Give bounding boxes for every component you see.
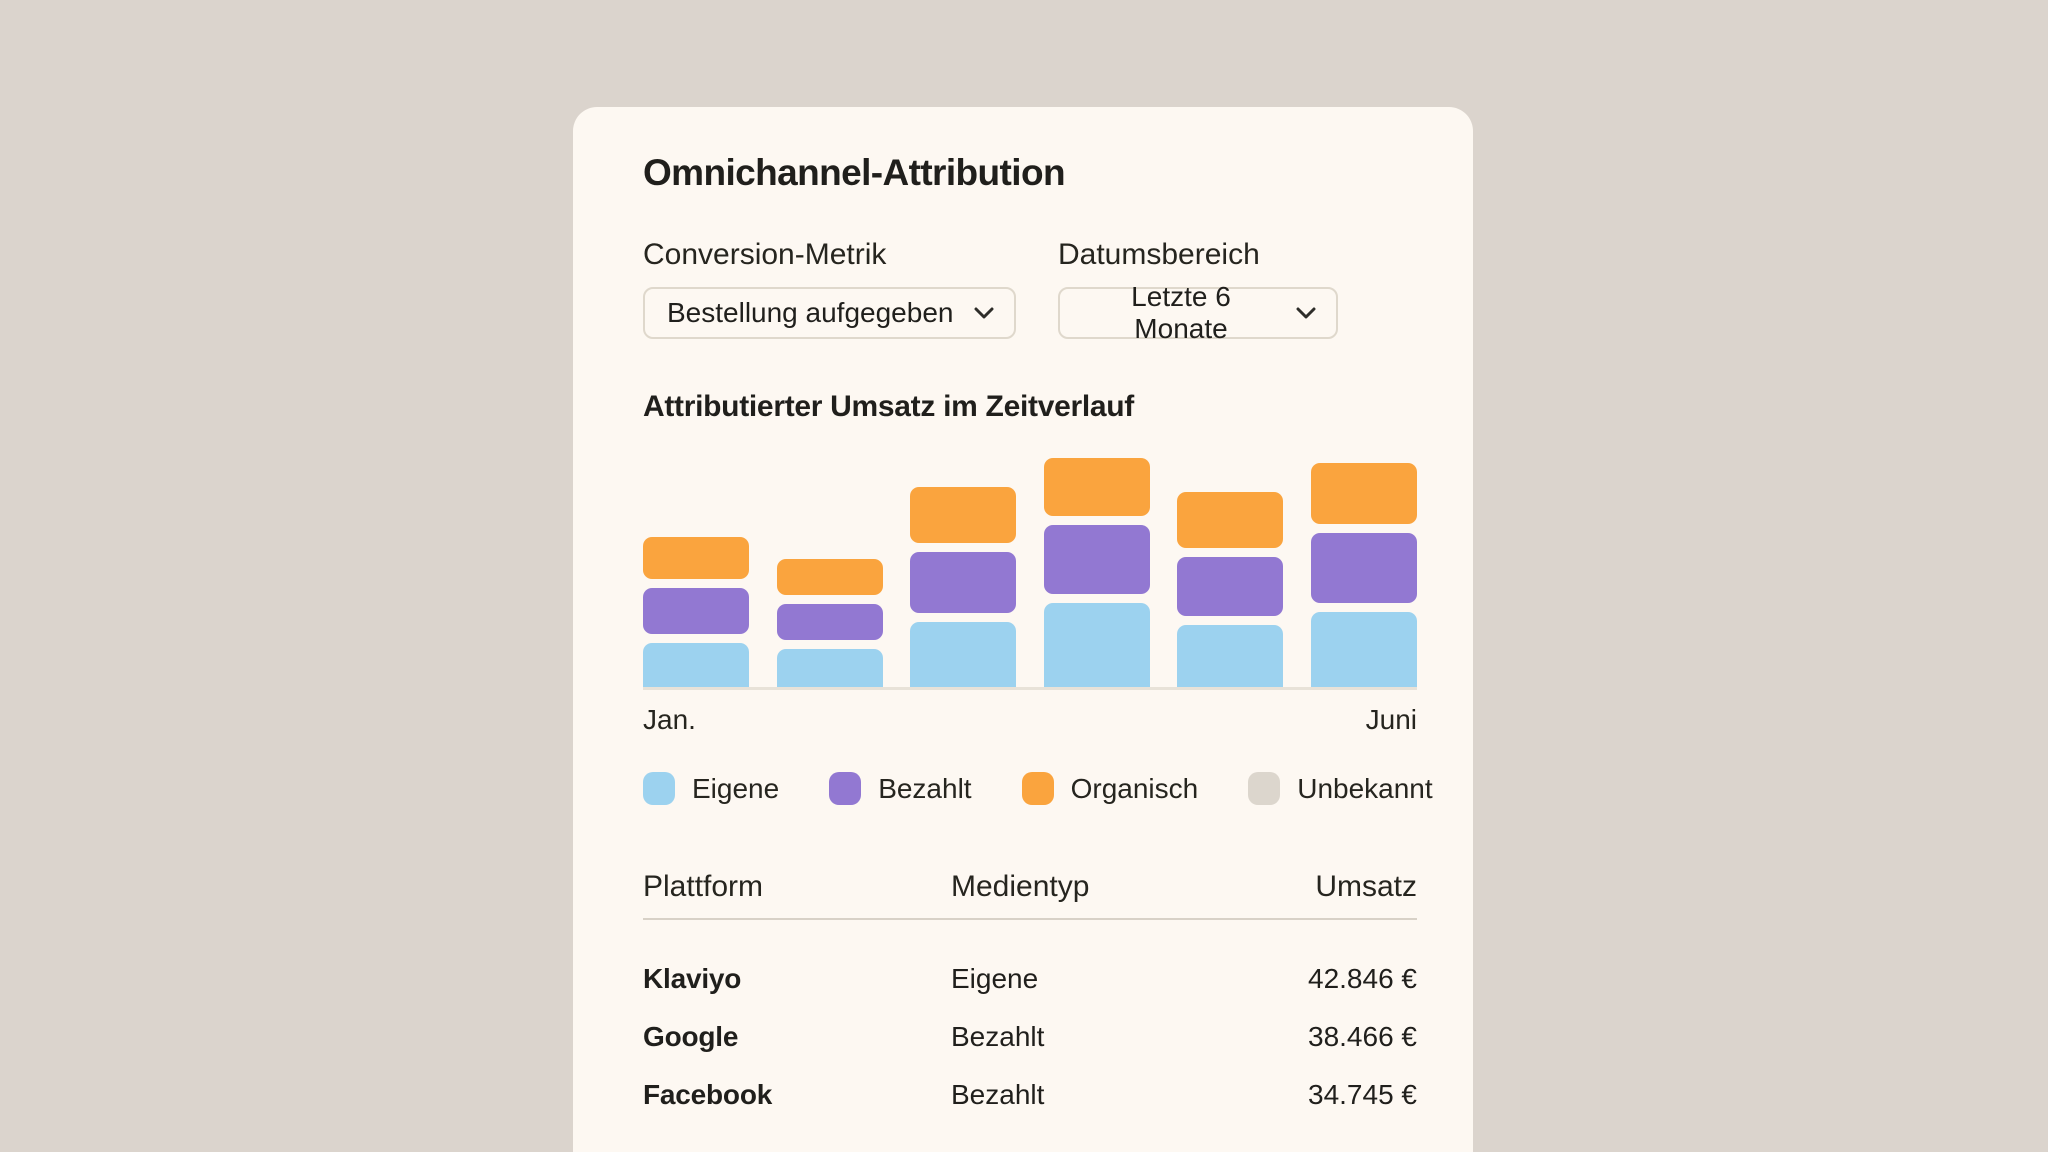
bar-segment-bezahlt (776, 604, 883, 641)
legend-label: Organisch (1070, 772, 1199, 804)
x-axis-label-end: Juni (1365, 704, 1417, 736)
legend-label: Eigene (692, 772, 780, 804)
bar-segment-bezahlt (1043, 525, 1150, 595)
chart-heading: Attributierter Umsatz im Zeitverlauf (643, 390, 1134, 424)
bar-segment-bezahlt (643, 588, 749, 635)
bar-column (910, 487, 1017, 688)
table-header-row: Plattform Medientyp Umsatz (643, 869, 1417, 921)
cell-revenue: 34.745 € (1308, 1079, 1417, 1111)
bar-segment-bezahlt (1177, 557, 1284, 617)
legend-swatch (1248, 772, 1281, 806)
bar-segment-organisch (1177, 492, 1284, 549)
bar-column (776, 559, 883, 688)
conversion-metric-group: Conversion-Metrik Bestellung aufgegeben (643, 237, 1016, 340)
chevron-down-icon (974, 307, 994, 319)
date-range-value: Letzte 6 Monate (1131, 281, 1231, 345)
date-range-label: Datumsbereich (1058, 238, 1260, 272)
bar-segment-organisch (1310, 463, 1417, 525)
attribution-card: Omnichannel-Attribution Conversion-Metri… (573, 107, 1473, 1152)
table-header-mediatype: Medientyp (951, 870, 1090, 904)
legend-item: Unbekannt (1248, 772, 1433, 806)
bar-segment-organisch (776, 559, 883, 596)
cell-platform: Klaviyo (643, 963, 742, 995)
chevron-down-icon (1296, 307, 1316, 319)
bar-column (643, 537, 749, 688)
bar-segment-eigene (776, 649, 883, 688)
legend-item: Organisch (1021, 772, 1199, 806)
bar-segment-eigene (643, 643, 749, 688)
filter-controls: Conversion-Metrik Bestellung aufgegeben … (643, 237, 1417, 344)
table-header-platform: Plattform (643, 870, 764, 904)
bar-column (1177, 492, 1284, 688)
table-row: Google Bezahlt 38.466 € (643, 1008, 1417, 1066)
legend-label: Bezahlt (878, 772, 972, 804)
attribution-table: Plattform Medientyp Umsatz Klaviyo Eigen… (643, 869, 1417, 1124)
stacked-bar-chart (643, 450, 1417, 691)
bar-segment-eigene (1177, 625, 1284, 688)
table-header-revenue: Umsatz (1315, 870, 1417, 904)
table-row: Facebook Bezahlt 34.745 € (643, 1066, 1417, 1124)
bar-segment-organisch (643, 537, 749, 580)
table-body: Klaviyo Eigene 42.846 € Google Bezahlt 3… (643, 950, 1417, 1124)
legend-label: Unbekannt (1297, 772, 1433, 804)
bar-column (1043, 458, 1150, 688)
bar-segment-bezahlt (910, 552, 1017, 614)
conversion-metric-select[interactable]: Bestellung aufgegeben (643, 287, 1016, 340)
bar-segment-organisch (910, 487, 1017, 544)
legend-swatch (829, 772, 862, 806)
page-title: Omnichannel-Attribution (643, 152, 1066, 193)
conversion-metric-value: Bestellung aufgegeben (667, 297, 954, 329)
cell-mediatype: Eigene (951, 963, 1039, 995)
bar-segment-eigene (1310, 612, 1417, 688)
x-axis-label-start: Jan. (643, 704, 696, 736)
table-row: Klaviyo Eigene 42.846 € (643, 950, 1417, 1008)
bar-column (1310, 463, 1417, 688)
cell-revenue: 38.466 € (1308, 1021, 1417, 1053)
legend-swatch (1021, 772, 1054, 806)
date-range-select[interactable]: Letzte 6 Monate (1058, 281, 1338, 344)
cell-platform: Google (643, 1021, 739, 1053)
date-range-group: Datumsbereich Letzte 6 Monate (1058, 237, 1338, 344)
cell-mediatype: Bezahlt (951, 1021, 1045, 1053)
bar-segment-eigene (910, 622, 1017, 688)
bar-segment-eigene (1043, 603, 1150, 688)
cell-revenue: 42.846 € (1308, 963, 1417, 995)
bar-segment-organisch (1043, 458, 1150, 517)
legend-swatch (643, 772, 675, 806)
legend-item: Bezahlt (829, 772, 972, 806)
bar-segment-bezahlt (1310, 533, 1417, 604)
legend-item: Eigene (643, 772, 780, 806)
cell-platform: Facebook (643, 1079, 773, 1111)
conversion-metric-label: Conversion-Metrik (643, 238, 887, 272)
x-axis-labels: Jan. Juni (643, 704, 1417, 736)
chart-legend: Eigene Bezahlt Organisch Unbekannt (643, 772, 1433, 806)
cell-mediatype: Bezahlt (951, 1079, 1045, 1111)
